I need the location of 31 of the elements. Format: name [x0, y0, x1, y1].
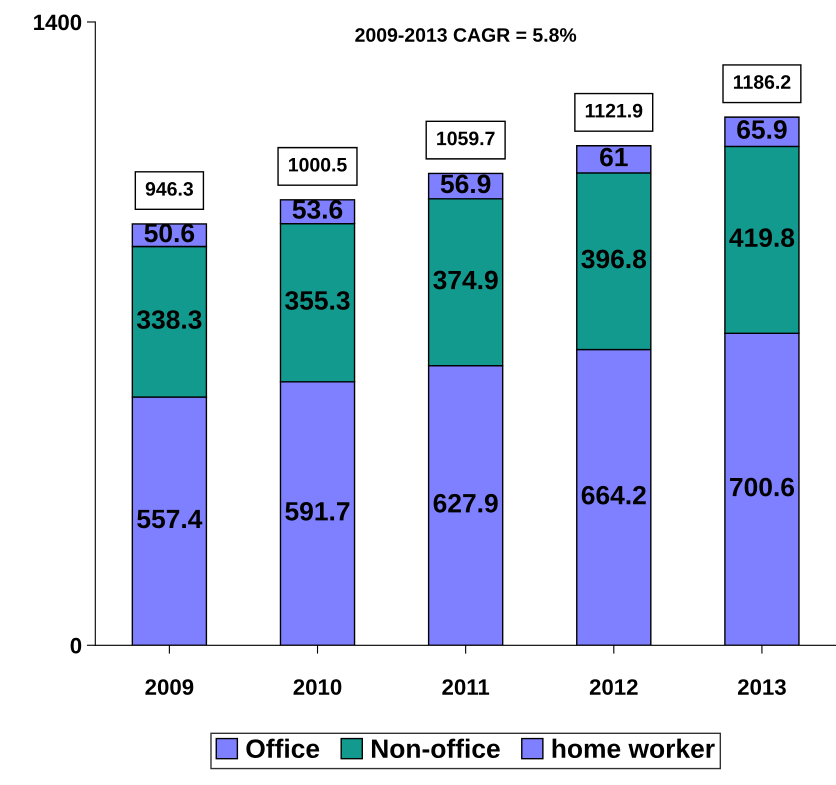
data-label: 53.6: [292, 200, 342, 219]
total-label: 1000.5: [289, 158, 347, 172]
x-tick-label: 2009: [145, 679, 194, 695]
data-label: 627.9: [434, 494, 498, 513]
data-label: 50.6: [144, 224, 194, 242]
legend-label: Non-office: [372, 738, 500, 758]
x-tick-label: 2010: [294, 679, 342, 695]
data-label: 374.9: [433, 270, 498, 290]
y-tick-label: 0: [70, 638, 82, 654]
data-label: 338.3: [136, 310, 202, 329]
legend-label: Office: [246, 738, 320, 758]
total-label: 946.3: [146, 182, 193, 196]
total-label: 1121.9: [586, 104, 642, 118]
data-label: 419.8: [729, 228, 794, 247]
total-label: 1059.7: [437, 132, 495, 146]
data-label: 355.3: [285, 291, 350, 310]
total-label: 1186.2: [734, 75, 790, 89]
data-label: 61: [600, 148, 628, 166]
x-tick-label: 2011: [442, 679, 490, 695]
data-label: 700.6: [730, 478, 794, 496]
legend-label: home worker: [552, 738, 715, 758]
data-label: 591.7: [285, 502, 350, 521]
chart-title: 2009-2013 CAGR = 5.8%: [355, 28, 576, 42]
data-label: 557.4: [137, 510, 202, 528]
data-label: 664.2: [582, 486, 646, 504]
data-label: 56.9: [440, 174, 490, 194]
y-tick-label: 1400: [34, 14, 82, 30]
x-tick-label: 2012: [590, 679, 638, 695]
x-tick-label: 2013: [738, 679, 786, 695]
data-label: 65.9: [737, 120, 787, 139]
data-label: 396.8: [581, 250, 646, 268]
